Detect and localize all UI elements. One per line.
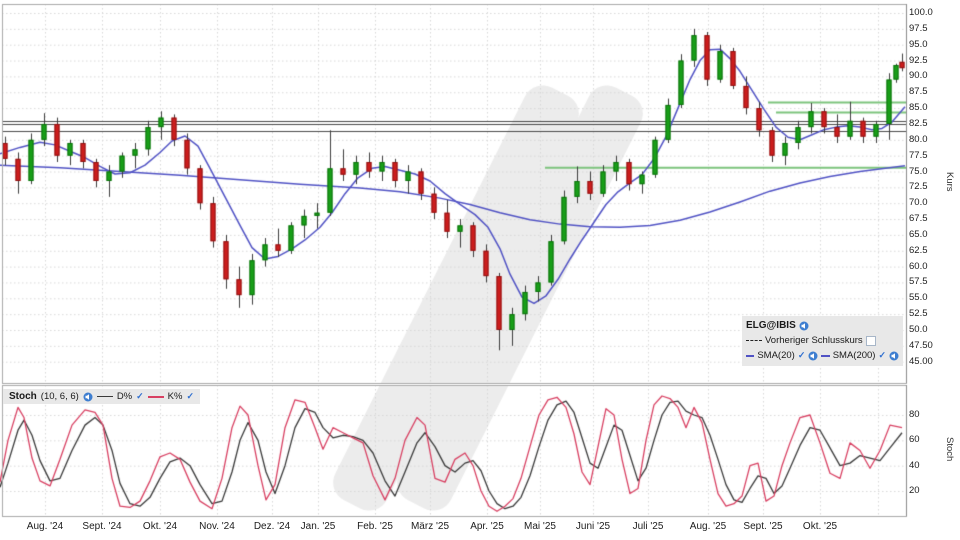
price-tick-label: 92.5 [909, 54, 928, 66]
stoch-tick-label: 60 [909, 434, 920, 446]
sound-alert-icon[interactable] [799, 321, 809, 331]
prev-close-label: Vorheriger Schlusskurs [765, 335, 863, 346]
kurs-axis-title: Kurs [944, 172, 955, 192]
time-tick-label: Sept. '25 [743, 521, 783, 532]
stoch-tick-label: 40 [909, 459, 920, 471]
time-tick-label: Sept. '24 [82, 521, 122, 532]
time-tick-label: Mai '25 [524, 521, 556, 532]
stoch-params: (10, 6, 6) [40, 391, 79, 402]
prev-close-line-sample [746, 340, 762, 341]
stoch-title: Stoch [9, 391, 37, 402]
price-tick-label: 87.5 [909, 86, 928, 98]
price-tick-label: 90.0 [909, 70, 928, 82]
k-line-sample [147, 395, 164, 398]
price-tick-label: 67.5 [909, 213, 928, 225]
time-tick-label: Okt. '24 [142, 521, 178, 532]
k-label: K% [167, 391, 183, 402]
price-tick-label: 72.5 [909, 181, 928, 193]
price-tick-label: 60.0 [909, 260, 928, 272]
time-tick-label: Apr. '25 [470, 521, 504, 532]
time-tick-label: Dez. '24 [253, 521, 291, 532]
k-checkbox[interactable]: ✓ [186, 391, 195, 401]
sma20-label: SMA(20) [757, 350, 795, 361]
sma20-line-sample [746, 354, 755, 357]
price-tick-label: 82.5 [909, 117, 928, 129]
price-tick-label: 45.00 [909, 355, 933, 367]
time-tick-label: März '25 [410, 521, 450, 532]
instrument-name: ELG@IBIS [746, 320, 796, 331]
price-tick-label: 57.5 [909, 276, 928, 288]
price-tick-label: 95.0 [909, 38, 928, 50]
price-tick-label: 62.5 [909, 244, 928, 256]
price-tick-label: 70.0 [909, 197, 928, 209]
price-tick-label: 80.0 [909, 133, 928, 145]
stoch-legend: Stoch (10, 6, 6) D% ✓ K% ✓ [3, 389, 201, 404]
price-tick-label: 97.5 [909, 22, 928, 34]
price-tick-label: 55.0 [909, 292, 928, 304]
time-tick-label: Nov. '24 [199, 521, 235, 532]
d-checkbox[interactable]: ✓ [136, 391, 144, 401]
sma20-checkbox[interactable]: ✓ [797, 350, 806, 360]
price-tick-label: 50.0 [909, 324, 928, 335]
legend-row-smas: SMA(20) ✓ SMA(200) ✓ [746, 348, 899, 363]
price-tick-label: 65.0 [909, 228, 928, 240]
stoch-alert-icon[interactable] [83, 392, 93, 402]
price-tick-label: 75.0 [909, 165, 928, 177]
price-tick-label: 47.50 [909, 339, 933, 351]
time-tick-label: Juli '25 [632, 521, 664, 532]
legend-row-prev-close[interactable]: Vorheriger Schlusskurs [746, 333, 899, 348]
time-tick-label: Okt. '25 [802, 521, 838, 532]
time-tick-label: Juni '25 [575, 521, 611, 532]
stoch-tick-label: 80 [909, 408, 920, 420]
main-legend: ELG@IBIS Vorheriger Schlusskurs SMA(20) … [742, 316, 903, 366]
sma200-line-sample [821, 354, 830, 357]
price-tick-label: 100.0 [909, 7, 933, 18]
stoch-axis-title: Stoch [944, 437, 955, 462]
d-line-sample [96, 396, 113, 397]
stoch-tick-label: 20 [909, 485, 920, 496]
prev-close-checkbox[interactable] [865, 335, 876, 346]
time-tick-label: Feb. '25 [357, 521, 393, 532]
price-tick-label: 77.5 [909, 149, 928, 161]
time-tick-label: Aug. '24 [26, 521, 64, 532]
sma200-alert-icon[interactable] [889, 351, 899, 361]
legend-row-instrument[interactable]: ELG@IBIS [746, 318, 899, 333]
sma20-alert-icon[interactable] [808, 351, 818, 361]
sma200-checkbox[interactable]: ✓ [878, 350, 886, 360]
price-tick-label: 85.0 [909, 102, 928, 114]
sma200-label: SMA(200) [832, 350, 876, 361]
time-tick-label: Jan. '25 [300, 521, 336, 532]
price-tick-label: 52.5 [909, 308, 928, 320]
d-label: D% [116, 391, 133, 402]
time-tick-label: Aug. '25 [689, 521, 727, 532]
